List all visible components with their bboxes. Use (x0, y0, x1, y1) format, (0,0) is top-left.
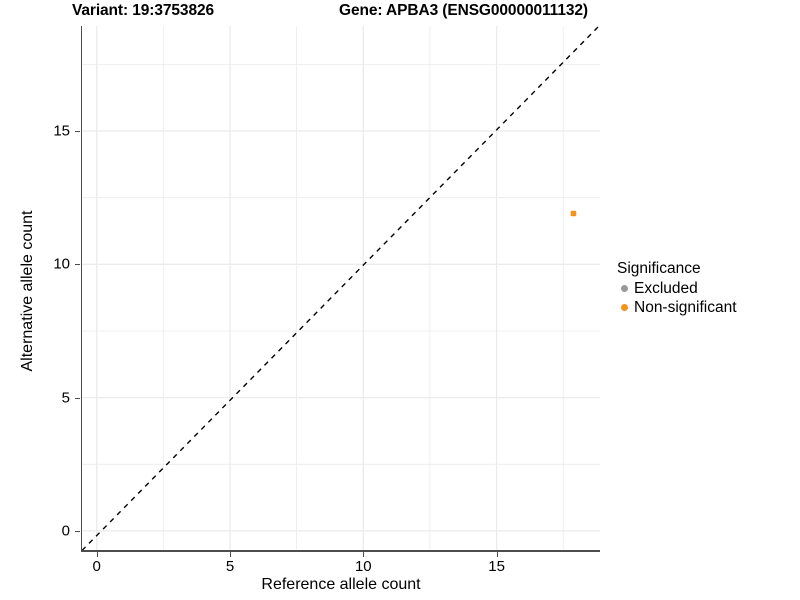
legend-dot-excluded-icon (617, 279, 632, 298)
x-tick-mark (363, 552, 365, 557)
x-tick-mark (230, 552, 231, 557)
x-axis-line (81, 550, 600, 552)
y-tick-mark (75, 264, 80, 266)
x-tick-label-15: 15 (488, 558, 505, 575)
y-axis-title: Alternative allele count (19, 210, 36, 372)
plot-panel-svg (82, 26, 600, 551)
y-tick-mark (75, 530, 80, 532)
legend-title: Significance (617, 260, 701, 277)
legend-label-excluded: Excluded (634, 280, 698, 297)
y-axis-line (81, 26, 83, 551)
data-point-non-significant (570, 210, 577, 217)
x-axis-title: Reference allele count (261, 576, 421, 593)
y-tick-mark (75, 131, 80, 132)
legend-item-excluded[interactable]: Excluded (617, 279, 797, 298)
x-tick-mark (96, 552, 98, 557)
y-tick-label-5: 5 (61, 389, 70, 407)
x-tick-mark (496, 552, 498, 557)
gene-title: Gene: APBA3 (ENSG00000011132) (339, 2, 588, 19)
figure-titles: Variant: 19:3753826 Gene: APBA3 (ENSG000… (0, 2, 680, 24)
major-gridlines-horizontal (82, 130, 600, 532)
legend-label-non-significant: Non-significant (634, 299, 737, 316)
legend-dot-non-significant-icon (617, 298, 632, 317)
variant-title: Variant: 19:3753826 (72, 2, 215, 19)
plot-panel (82, 26, 600, 551)
x-tick-label-0: 0 (92, 558, 101, 575)
y-tick-label-15: 15 (53, 122, 70, 140)
major-gridlines-vertical (96, 26, 498, 551)
legend: Significance Excluded Non-significant (617, 259, 797, 317)
y-tick-mark (75, 397, 80, 399)
y-tick-label-10: 10 (53, 255, 70, 273)
x-tick-label-5: 5 (225, 558, 235, 575)
y-tick-label-0: 0 (61, 522, 70, 540)
minor-gridlines-horizontal (82, 64, 600, 465)
identity-diagonal-line (82, 26, 600, 551)
legend-item-non-significant[interactable]: Non-significant (617, 298, 797, 317)
minor-gridlines-vertical (162, 26, 564, 551)
x-tick-label-10: 10 (354, 558, 372, 575)
